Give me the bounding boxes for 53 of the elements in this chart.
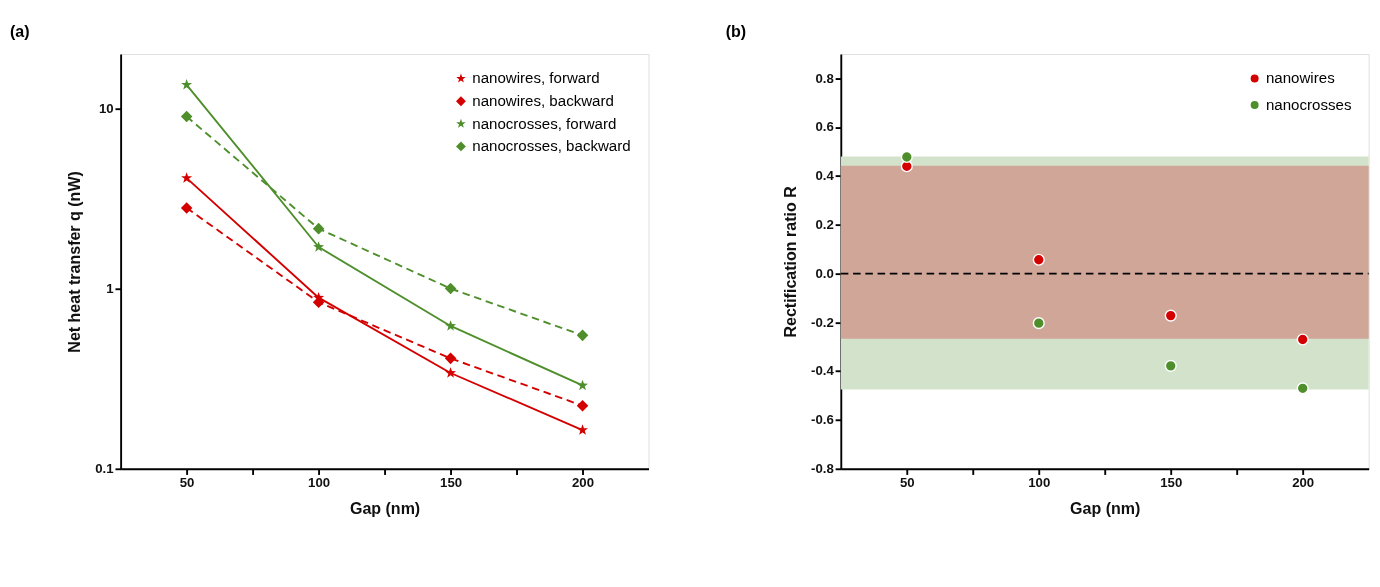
x-tick-label: 150 — [1160, 475, 1183, 491]
x-tick-label: 50 — [899, 475, 915, 491]
point — [576, 399, 589, 412]
point — [576, 329, 589, 342]
y-tick-label: 0.8 — [815, 70, 834, 86]
point — [445, 320, 457, 331]
y-tick-label: 0.1 — [95, 461, 114, 477]
point — [181, 79, 193, 90]
chart-title: (a) — [9, 22, 30, 41]
y-axis-title: Net heat transfer q (nW) — [65, 171, 84, 353]
y-axis-title: Rectification ratio R — [780, 185, 799, 338]
y-tick-label: 0.2 — [815, 217, 834, 233]
x-tick-label: 200 — [1292, 475, 1315, 491]
y-tick-label: 0.4 — [815, 168, 835, 184]
y-tick-label: -0.4 — [811, 363, 835, 379]
point — [1032, 317, 1045, 330]
point — [577, 424, 589, 435]
x-axis-title: Gap (nm) — [1070, 498, 1141, 517]
x-tick-label: 100 — [308, 475, 331, 491]
y-tick-label: 0.0 — [815, 265, 834, 281]
y-tick-label: -0.2 — [811, 314, 834, 330]
y-tick-label: -0.6 — [811, 412, 834, 428]
point — [181, 172, 193, 183]
legend-label: nanowires — [1265, 69, 1335, 87]
legend-label: nanocrosses — [1265, 95, 1352, 113]
x-tick-label: 50 — [179, 475, 195, 491]
y-tick-label: 0.6 — [815, 119, 834, 135]
x-tick-label: 200 — [572, 475, 595, 491]
point — [445, 367, 457, 378]
point — [312, 222, 325, 235]
point — [1032, 253, 1045, 266]
point — [180, 202, 193, 214]
point — [1296, 382, 1309, 395]
y-tick-label: 10 — [98, 100, 114, 116]
point — [900, 150, 913, 164]
legend-label: nanocrosses, backward — [472, 137, 631, 155]
x-tick-label: 150 — [440, 475, 463, 491]
point — [313, 241, 325, 252]
point — [577, 379, 589, 391]
point — [180, 110, 193, 123]
x-axis-title: Gap (nm) — [349, 498, 421, 517]
point — [1164, 359, 1177, 372]
point — [1164, 309, 1177, 322]
legend-label: nanocrosses, forward — [472, 114, 617, 132]
legend-label: nanowires, backward — [472, 91, 614, 109]
legend-label: nanowires, forward — [472, 69, 600, 87]
x-tick-label: 100 — [1028, 475, 1051, 491]
point — [444, 352, 457, 365]
point — [444, 282, 457, 295]
point — [1296, 333, 1309, 346]
y-tick-label: 1 — [106, 280, 114, 296]
chart-title: (b) — [725, 22, 747, 41]
y-tick-label: -0.8 — [811, 461, 834, 477]
